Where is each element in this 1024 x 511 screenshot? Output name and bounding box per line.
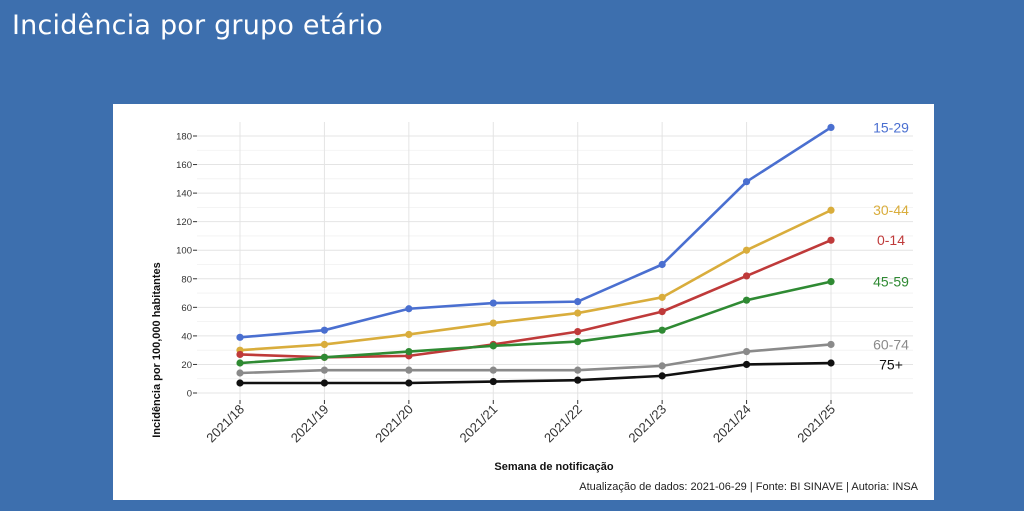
- series-line-75: [238, 361, 833, 385]
- data-point-60-74: [574, 366, 582, 374]
- series-label-15-29: 15-29: [873, 119, 909, 135]
- data-point-30-44: [742, 246, 751, 254]
- data-point-45-59: [658, 326, 666, 334]
- data-point-30-44: [489, 319, 497, 327]
- x-tick-label: 2021/25: [794, 402, 838, 446]
- series-line-15-29: [238, 126, 833, 339]
- data-point-45-59: [236, 359, 244, 367]
- data-point-75: [574, 376, 582, 384]
- y-tick-label: 180: [176, 132, 192, 143]
- data-point-45-59: [827, 278, 835, 286]
- data-point-75: [236, 379, 244, 387]
- x-tick-label: 2021/22: [541, 402, 585, 446]
- data-point-15-29: [405, 305, 413, 313]
- data-point-15-29: [742, 178, 751, 186]
- data-point-60-74: [320, 366, 329, 374]
- data-point-15-29: [827, 123, 835, 132]
- series-label-60-74: 60-74: [873, 336, 909, 352]
- x-tick-label: 2021/19: [288, 402, 332, 446]
- data-point-15-29: [320, 326, 329, 334]
- data-point-15-29: [489, 299, 497, 307]
- y-tick-label: 60: [181, 303, 192, 314]
- series-label-75: 75+: [879, 356, 903, 372]
- y-tick-label: 140: [176, 189, 192, 200]
- x-tick-label: 2021/21: [457, 402, 501, 446]
- data-point-60-74: [236, 369, 244, 377]
- x-tick-label: 2021/24: [710, 402, 754, 446]
- data-point-0-14: [742, 272, 751, 280]
- data-point-60-74: [742, 347, 751, 356]
- data-point-45-59: [405, 347, 413, 356]
- data-point-60-74: [827, 340, 835, 349]
- data-point-0-14: [236, 350, 244, 359]
- data-point-45-59: [742, 296, 751, 304]
- y-tick-label: 120: [176, 217, 192, 228]
- x-tick-label: 2021/23: [625, 402, 669, 446]
- data-source-caption: Atualização de dados: 2021-06-29 | Fonte…: [579, 481, 918, 493]
- data-point-75: [489, 377, 497, 386]
- data-point-15-29: [236, 333, 244, 341]
- y-tick-label: 0: [187, 389, 192, 400]
- series-label-0-14: 0-14: [877, 232, 905, 248]
- data-point-75: [827, 359, 835, 367]
- data-point-30-44: [405, 330, 413, 339]
- data-point-45-59: [320, 353, 329, 361]
- data-point-60-74: [405, 366, 413, 374]
- y-tick-label: 80: [181, 274, 192, 285]
- data-point-60-74: [489, 366, 497, 374]
- slide-title: Incidência por grupo etário: [12, 10, 383, 41]
- y-axis-label: Incidência por 100,000 habitantes: [151, 262, 163, 437]
- x-axis: 2021/18 2021/19 2021/20 2021/21 2021/22 2021/…: [203, 400, 838, 445]
- data-point-75: [658, 372, 666, 380]
- series-line-45-59: [238, 280, 833, 365]
- series-line-60-74: [238, 343, 833, 375]
- data-point-30-44: [658, 293, 666, 301]
- y-axis: 0 20 40 60 80 100 120 140 160 180: [176, 132, 197, 400]
- y-tick-label: 100: [176, 246, 192, 257]
- data-point-0-14: [658, 308, 666, 316]
- data-point-75: [320, 379, 329, 387]
- x-tick-label: 2021/18: [203, 402, 247, 446]
- data-point-75: [405, 379, 413, 387]
- series-line-0-14: [238, 238, 833, 359]
- data-point-15-29: [658, 260, 666, 269]
- series-lines: [236, 123, 835, 387]
- y-tick-label: 160: [176, 160, 192, 171]
- series-line-30-44: [238, 208, 833, 352]
- chart-panel: 0 20 40 60 80 100 120 140 160 180 2021/18 2021/19 2…: [113, 104, 934, 500]
- data-point-30-44: [827, 206, 835, 214]
- data-point-0-14: [574, 328, 582, 336]
- data-point-15-29: [574, 298, 582, 306]
- series-labels: 15-29 30-44 0-14 45-59 60-74 75+: [873, 119, 909, 372]
- data-point-45-59: [574, 338, 582, 346]
- data-point-60-74: [658, 362, 666, 370]
- series-label-30-44: 30-44: [873, 202, 909, 218]
- x-axis-label: Semana de notificação: [494, 461, 613, 473]
- series-label-45-59: 45-59: [873, 274, 909, 290]
- data-point-30-44: [574, 309, 582, 317]
- data-point-75: [742, 360, 751, 369]
- data-point-45-59: [489, 342, 497, 350]
- x-tick-label: 2021/20: [372, 402, 416, 446]
- y-tick-label: 20: [181, 360, 192, 371]
- data-point-0-14: [827, 236, 835, 244]
- y-tick-label: 40: [181, 331, 192, 342]
- data-point-30-44: [320, 340, 329, 349]
